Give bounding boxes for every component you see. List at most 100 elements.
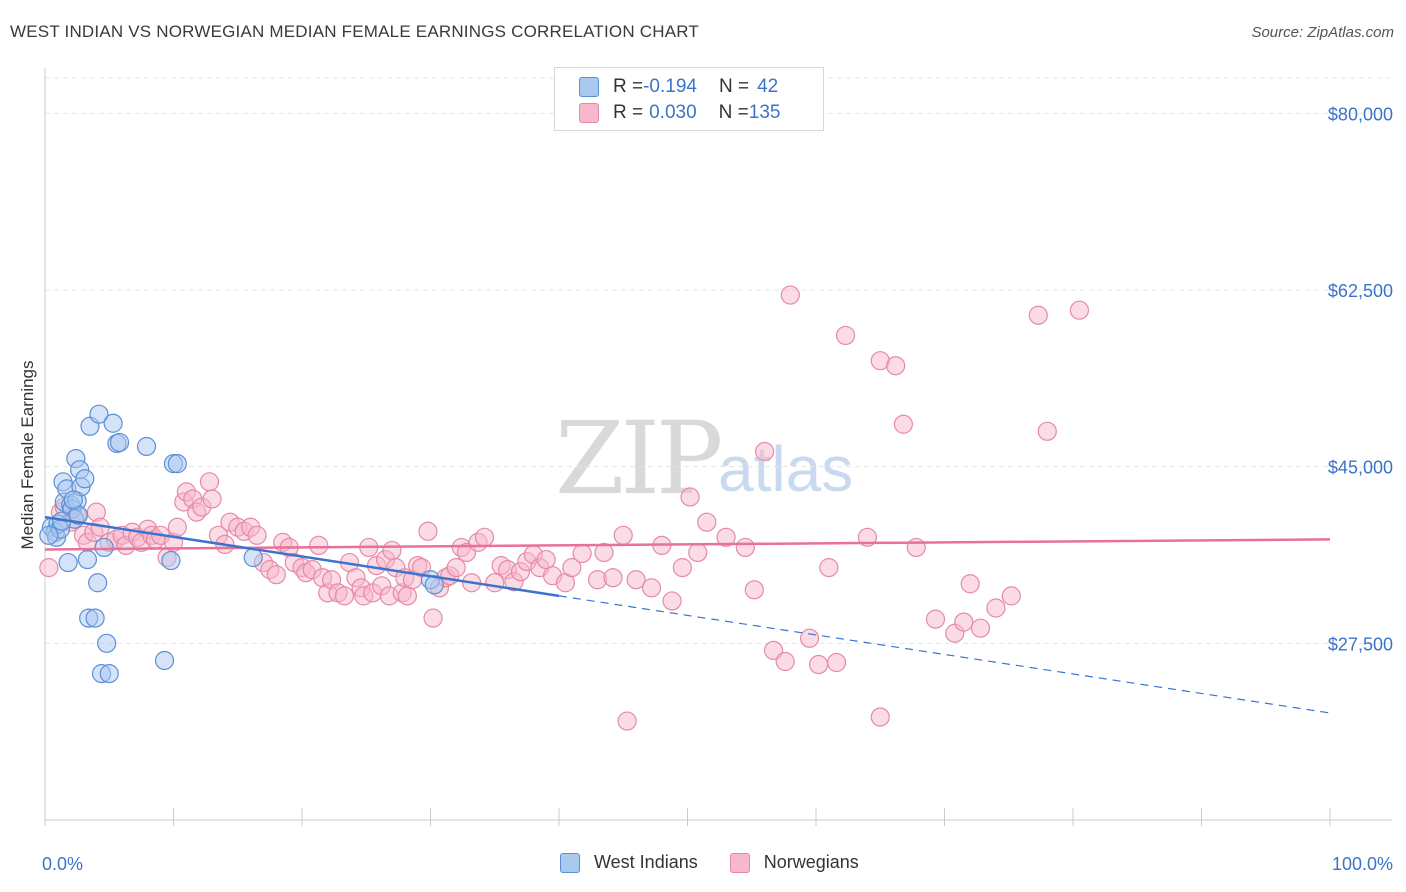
west-indians-point (58, 552, 78, 573)
norwegians-point (594, 542, 614, 563)
norwegians-point (906, 537, 926, 558)
norwegians-point (613, 525, 633, 545)
watermark-atlas: atlas (718, 433, 854, 505)
norwegians-point (986, 598, 1006, 618)
norwegians-point (247, 525, 267, 545)
norwegians-point (744, 580, 764, 600)
norwegians-point (1069, 300, 1090, 320)
west-indians-point (109, 432, 130, 453)
y-tick-label: $62,500 (1328, 281, 1393, 301)
legend-n-value: 42 (757, 76, 779, 97)
norwegians-point (870, 707, 890, 727)
norwegians-point (334, 586, 355, 606)
west-indians-point (99, 664, 119, 684)
series-label-west-indians: West Indians (594, 852, 698, 872)
series-legend-west-indians: West Indians (560, 852, 698, 873)
norwegians-point (735, 537, 755, 558)
y-tick-label: $45,000 (1328, 458, 1393, 478)
norwegians-point (716, 527, 736, 547)
legend-row-west-indians: R = -0.194 N = 42 (579, 74, 778, 100)
norwegians-point (662, 591, 682, 611)
norwegians-point (641, 578, 662, 598)
norwegians-point (202, 489, 222, 509)
legend-n-value: 135 (748, 102, 781, 123)
norwegians-point (418, 521, 438, 541)
west-indians-trendline-extension (558, 595, 1331, 714)
norwegians-point (688, 542, 708, 563)
source-label: Source: ZipAtlas.com (1251, 24, 1394, 41)
norwegians-point (763, 640, 784, 661)
legend-swatch-norwegians (579, 103, 599, 123)
legend-n-label: N = (718, 102, 749, 123)
y-axis-label: Median Female Earnings (18, 361, 37, 550)
norwegians-point (697, 512, 717, 532)
norwegians-point (626, 570, 646, 590)
norwegians-point (617, 711, 637, 731)
west-indians-point (167, 454, 187, 474)
norwegians-point (893, 414, 913, 434)
norwegians-point (397, 586, 417, 606)
west-indians-point (136, 436, 157, 457)
norwegians-point (970, 618, 991, 638)
west-indians-point (88, 573, 108, 593)
norwegians-point (309, 535, 329, 556)
norwegians-point (562, 558, 582, 578)
norwegians-point (826, 652, 847, 673)
legend-swatch-west-indians (579, 77, 599, 97)
west-indians-point (77, 549, 98, 570)
norwegians-point (167, 517, 187, 537)
series-label-norwegians: Norwegians (763, 852, 859, 872)
west-indians-point (161, 550, 181, 571)
chart-title: WEST INDIAN VS NORWEGIAN MEDIAN FEMALE E… (10, 22, 699, 41)
legend-n-label: N = (718, 76, 750, 97)
norwegians-point (886, 356, 906, 376)
norwegians-point (819, 558, 839, 578)
series-legend-norwegians: Norwegians (729, 852, 859, 873)
west-indians-trendline (44, 515, 560, 598)
west-indians-point (75, 469, 95, 489)
norwegians-point (1028, 305, 1048, 325)
norwegians-trendline (44, 538, 1331, 551)
west-indians-point (89, 404, 109, 424)
norwegians-point (572, 543, 592, 564)
west-indians-point (85, 608, 105, 628)
series-legend: West Indians Norwegians (560, 852, 891, 873)
norwegians-point (680, 487, 700, 507)
y-tick-label: $80,000 (1328, 104, 1393, 124)
legend-row-norwegians: R = 0.030 N = 135 (579, 100, 780, 126)
norwegians-point (382, 540, 402, 561)
norwegians-point (536, 549, 556, 570)
legend-r-value: 0.030 (649, 102, 697, 123)
norwegians-point (39, 558, 59, 578)
legend-r-label: R = (613, 102, 644, 123)
norwegians-point (780, 285, 800, 305)
west-indians-point (97, 633, 117, 653)
west-indians-point (154, 650, 175, 671)
norwegians-point (199, 472, 220, 492)
norwegians-point (1037, 421, 1057, 441)
west-indians-point (94, 537, 114, 558)
norwegians-point (960, 574, 980, 594)
norwegians-point (775, 651, 795, 672)
west-indians-point (103, 413, 123, 433)
norwegians-point (603, 568, 623, 588)
norwegians-point (954, 612, 974, 632)
norwegians-point (266, 565, 286, 585)
norwegians-point (754, 441, 775, 462)
y-tick-label: $27,500 (1328, 634, 1393, 654)
norwegians-point (672, 558, 692, 578)
norwegians-point (835, 325, 856, 346)
norwegians-point (474, 527, 495, 547)
west-indians-point (63, 490, 83, 510)
norwegians-point (446, 558, 466, 578)
norwegians-point (799, 628, 820, 648)
legend-r-value: -0.194 (643, 76, 697, 97)
series-swatch-norwegians (729, 852, 750, 873)
legend-r-label: R = (613, 76, 644, 97)
norwegians-point (1001, 586, 1021, 606)
west-indians-point (39, 525, 59, 545)
x-tick-label-left: 0.0% (42, 854, 83, 874)
norwegians-point (925, 609, 946, 629)
x-tick-label-right: 100.0% (1332, 854, 1393, 874)
